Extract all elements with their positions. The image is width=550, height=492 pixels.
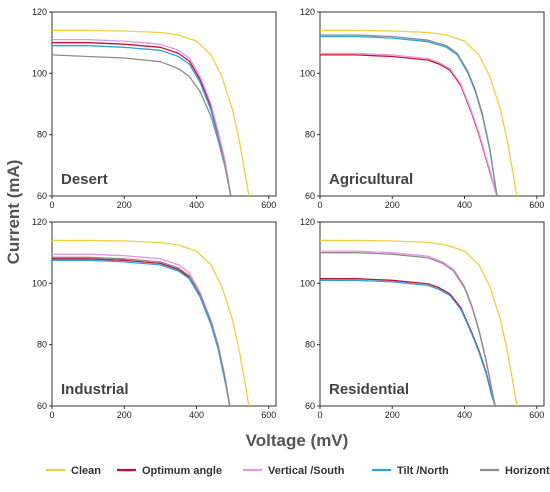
x-tick-label: 200: [117, 200, 132, 210]
legend-label: Clean: [71, 465, 101, 477]
series-line-clean: [320, 239, 518, 406]
y-tick-label: 80: [37, 340, 47, 350]
x-tick-label: 0: [317, 410, 322, 420]
y-tick-label: 60: [37, 191, 47, 201]
series-line-horizontal: [320, 34, 498, 196]
series-lines: [320, 29, 518, 196]
y-tick-label: 120: [32, 7, 47, 17]
x-axis-title: Voltage (mV): [246, 431, 349, 450]
panel-title: Residential: [329, 381, 409, 398]
x-tick-label: 400: [457, 410, 472, 420]
legend-item-clean: Clean: [46, 465, 101, 477]
x-tick-label: 600: [261, 410, 276, 420]
x-tick-label: 200: [385, 200, 400, 210]
legend-label: Tilt /North: [397, 465, 449, 477]
plot-frame: [319, 221, 545, 407]
panel-title: Desert: [61, 171, 108, 188]
y-axis-title: Current (mA): [4, 160, 23, 265]
y-tick-label: 120: [300, 7, 315, 17]
y-tick-label: 60: [37, 401, 47, 411]
x-tick-label: 600: [529, 200, 544, 210]
plot-frame: [319, 11, 545, 197]
y-tick-label: 60: [305, 401, 315, 411]
series-line-clean: [52, 239, 250, 406]
x-tick-label: 400: [189, 200, 204, 210]
panel-agricultural: 0 200 400 600 60 80 100 120 Agricultural: [300, 7, 545, 210]
y-tick-label: 120: [300, 217, 315, 227]
series-line-tilt-north: [320, 279, 496, 406]
series-line-horizontal: [52, 256, 231, 406]
series-lines: [320, 239, 518, 406]
panel-industrial: 0 200 400 600 60 80 100 120 Industrial: [32, 217, 277, 420]
series-line-optimum-angle: [52, 42, 232, 196]
y-tick-label: 80: [37, 130, 47, 140]
x-tick-label: 600: [261, 200, 276, 210]
x-tick-label: 400: [457, 200, 472, 210]
y-tick-label: 80: [305, 340, 315, 350]
series-line-vertical-south: [320, 52, 498, 196]
x-tick-label: 0: [49, 200, 54, 210]
legend-item-optimum-angle: Optimum angle: [117, 465, 222, 477]
legend-label: Optimum angle: [142, 465, 222, 477]
series-line-vertical-south: [52, 38, 232, 196]
panel-residential: 0 200 400 600 60 80 100 120 Residential: [300, 217, 545, 420]
legend: Clean Optimum angle Vertical /South Tilt /N…: [46, 465, 550, 477]
panel-title: Industrial: [61, 381, 129, 398]
plot-frame: [51, 11, 277, 197]
y-tick-label: 100: [300, 278, 315, 288]
series-line-clean: [320, 29, 518, 196]
y-tick-label: 80: [305, 130, 315, 140]
series-lines: [52, 29, 250, 196]
x-tick-label: 600: [529, 410, 544, 420]
legend-item-horizontal: Horizontal: [480, 465, 550, 477]
x-tick-label: 400: [189, 410, 204, 420]
x-tick-label: 200: [385, 410, 400, 420]
x-tick-label: 0: [317, 200, 322, 210]
legend-label: Horizontal: [505, 465, 550, 477]
legend-item-vertical-south: Vertical /South: [243, 465, 345, 477]
panel-desert: 0 200 400 600 60 80 100 120 Desert: [32, 7, 277, 210]
y-tick-label: 100: [32, 278, 47, 288]
series-lines: [52, 239, 250, 406]
x-tick-label: 200: [117, 410, 132, 420]
series-line-horizontal: [52, 54, 232, 196]
series-line-horizontal: [320, 252, 496, 406]
legend-item-tilt-north: Tilt /North: [372, 465, 449, 477]
x-tick-label: 0: [49, 410, 54, 420]
series-line-clean: [52, 29, 250, 196]
y-tick-label: 100: [300, 68, 315, 78]
panel-title: Agricultural: [329, 171, 413, 188]
plot-frame: [51, 221, 277, 407]
legend-label: Vertical /South: [268, 465, 345, 477]
y-tick-label: 120: [32, 217, 47, 227]
y-tick-label: 60: [305, 191, 315, 201]
y-tick-label: 100: [32, 68, 47, 78]
